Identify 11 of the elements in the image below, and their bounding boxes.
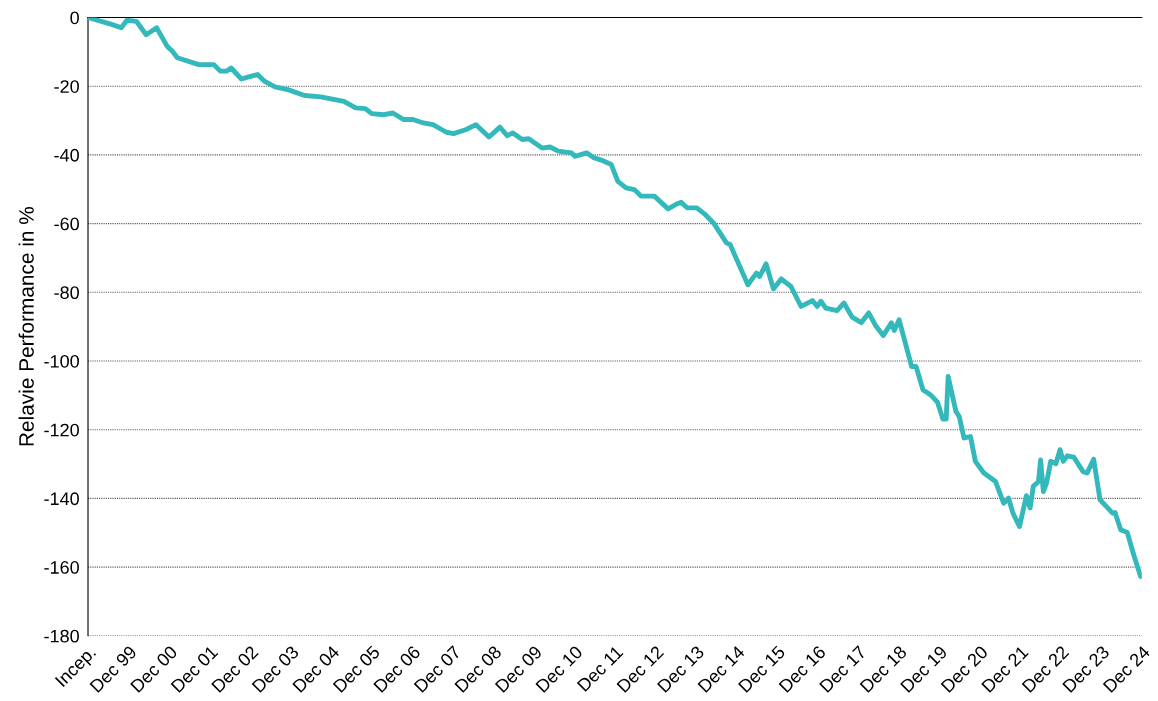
y-tick-label: -140 (44, 492, 79, 506)
y-tick-label: -100 (44, 354, 79, 368)
y-tick-label: 0 (70, 11, 79, 25)
y-tick-label: -20 (54, 80, 79, 93)
y-tick-label: -120 (44, 423, 79, 437)
y-tick-label: -40 (54, 148, 79, 162)
y-axis-title: Relavie Performance in % (18, 206, 34, 446)
y-tick-label: -80 (54, 286, 79, 300)
y-tick-label: -180 (44, 629, 79, 643)
y-tick-label: -160 (44, 561, 79, 574)
y-tick-label: -60 (54, 217, 79, 231)
